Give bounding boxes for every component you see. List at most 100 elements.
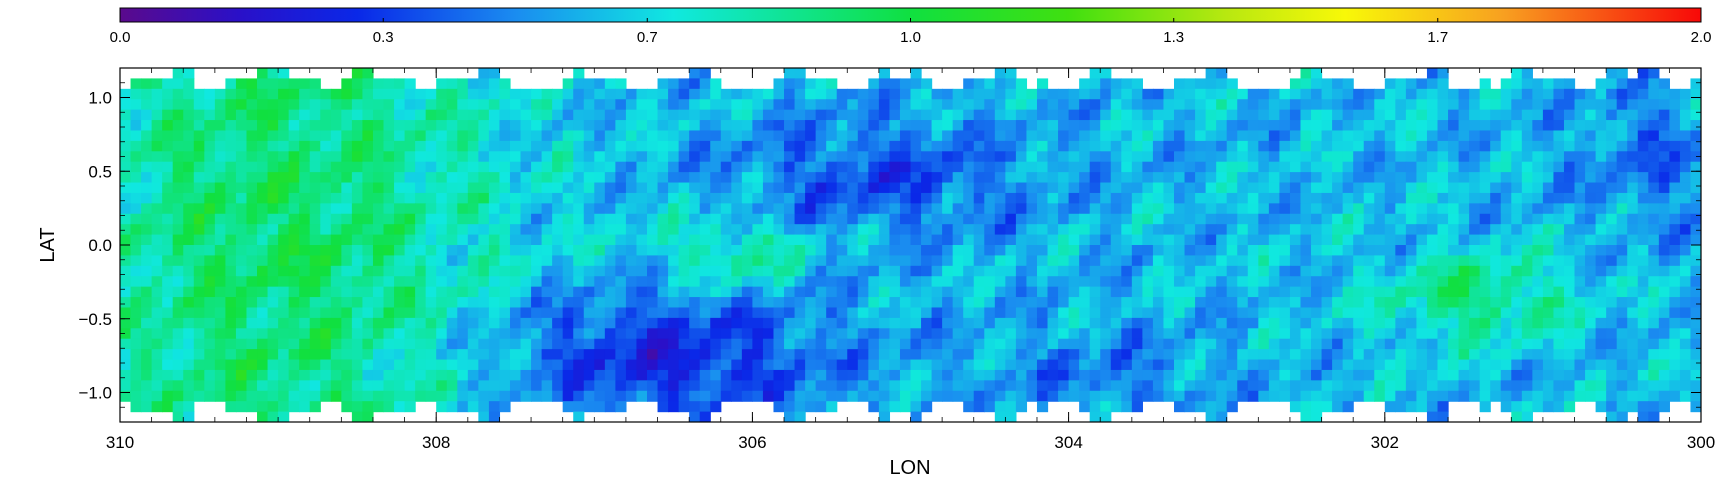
- heatmap-cell: [394, 401, 406, 413]
- heatmap-cell: [973, 130, 985, 142]
- heatmap-cell: [183, 286, 195, 298]
- heatmap-cell: [509, 234, 522, 246]
- heatmap-cell: [562, 390, 574, 402]
- heatmap-cell: [1532, 192, 1544, 204]
- heatmap-cell: [1015, 130, 1028, 142]
- heatmap-cell: [963, 192, 975, 204]
- heatmap-cell: [625, 120, 638, 132]
- heatmap-cell: [415, 265, 427, 277]
- heatmap-cell: [668, 109, 680, 121]
- heatmap-cell: [141, 182, 153, 194]
- heatmap-cell: [1131, 192, 1143, 204]
- heatmap-cell: [531, 120, 543, 132]
- heatmap-cell: [309, 390, 321, 402]
- heatmap-cell: [1216, 286, 1228, 298]
- heatmap-cell: [910, 245, 922, 257]
- heatmap-cell: [1374, 390, 1386, 402]
- heatmap-cell: [141, 99, 153, 111]
- heatmap-cell: [1542, 265, 1555, 277]
- heatmap-cell: [383, 276, 395, 288]
- heatmap-cell: [973, 297, 985, 309]
- heatmap-cell: [1658, 88, 1670, 100]
- heatmap-cell: [1469, 380, 1481, 392]
- heatmap-cell: [1679, 255, 1692, 267]
- heatmap-cell: [731, 369, 743, 381]
- heatmap-cell: [1332, 255, 1344, 267]
- y-tick-label: 0.5: [88, 162, 112, 181]
- heatmap-cell: [784, 213, 796, 225]
- heatmap-cell: [1384, 213, 1396, 225]
- heatmap-cell: [741, 265, 753, 277]
- heatmap-cell: [931, 151, 943, 163]
- heatmap-cell: [1163, 338, 1175, 350]
- heatmap-cell: [467, 297, 479, 309]
- heatmap-cell: [1247, 151, 1259, 163]
- heatmap-cell: [225, 88, 237, 100]
- heatmap-cell: [1058, 224, 1070, 236]
- heatmap-cell: [246, 338, 258, 350]
- heatmap-cell: [1669, 276, 1681, 288]
- heatmap-cell: [415, 161, 427, 173]
- heatmap-cell: [330, 297, 342, 309]
- heatmap-cell: [1679, 307, 1692, 319]
- heatmap-cell: [130, 286, 142, 298]
- heatmap-cell: [952, 369, 964, 381]
- heatmap-cell: [1585, 192, 1597, 204]
- heatmap-cell: [583, 317, 595, 329]
- heatmap-cell: [1469, 265, 1481, 277]
- heatmap-cell: [1247, 182, 1259, 194]
- heatmap-cell: [130, 203, 142, 215]
- heatmap-cell: [762, 276, 775, 288]
- heatmap-cell: [1595, 172, 1607, 184]
- heatmap-cell: [847, 297, 859, 309]
- heatmap-cell: [1658, 99, 1670, 111]
- heatmap-cell: [1479, 120, 1491, 132]
- heatmap-cell: [1585, 88, 1597, 100]
- heatmap-cell: [1258, 203, 1270, 215]
- heatmap-cell: [362, 338, 374, 350]
- heatmap-cell: [415, 140, 427, 152]
- heatmap-cell: [1131, 390, 1143, 402]
- heatmap-cell: [404, 140, 416, 152]
- heatmap-cell: [1079, 390, 1091, 402]
- heatmap-cell: [246, 328, 258, 340]
- heatmap-cell: [1068, 286, 1080, 298]
- heatmap-cell: [394, 276, 406, 288]
- heatmap-cell: [383, 234, 395, 246]
- y-axis-title: LAT: [37, 227, 59, 262]
- heatmap-cell: [963, 286, 975, 298]
- heatmap-cell: [836, 151, 848, 163]
- heatmap-cell: [193, 172, 205, 184]
- heatmap-cell: [425, 328, 437, 340]
- heatmap-cell: [1384, 182, 1396, 194]
- heatmap-cell: [710, 151, 722, 163]
- heatmap-cell: [235, 78, 248, 90]
- heatmap-cell: [710, 130, 722, 142]
- heatmap-cell: [425, 130, 437, 142]
- heatmap-cell: [1100, 390, 1112, 402]
- heatmap-cell: [973, 401, 985, 413]
- heatmap-cell: [204, 255, 216, 267]
- heatmap-cell: [689, 307, 701, 319]
- heatmap-cell: [257, 130, 269, 142]
- heatmap-cell: [1669, 234, 1681, 246]
- heatmap-cell: [499, 349, 511, 361]
- heatmap-cell: [183, 224, 195, 236]
- heatmap-cell: [1553, 245, 1565, 257]
- heatmap-cell: [899, 276, 912, 288]
- heatmap-cell: [509, 265, 522, 277]
- heatmap-cell: [573, 203, 585, 215]
- heatmap-cell: [604, 213, 616, 225]
- heatmap-cell: [1005, 380, 1017, 392]
- heatmap-cell: [151, 338, 163, 350]
- heatmap-cell: [931, 203, 943, 215]
- heatmap-cell: [415, 203, 427, 215]
- heatmap-cell: [488, 151, 501, 163]
- heatmap-cell: [1416, 245, 1428, 257]
- heatmap-cell: [931, 369, 943, 381]
- heatmap-cell: [668, 255, 680, 267]
- heatmap-cell: [1216, 88, 1228, 100]
- heatmap-cell: [741, 151, 753, 163]
- heatmap-cell: [1174, 297, 1186, 309]
- heatmap-cell: [425, 161, 437, 173]
